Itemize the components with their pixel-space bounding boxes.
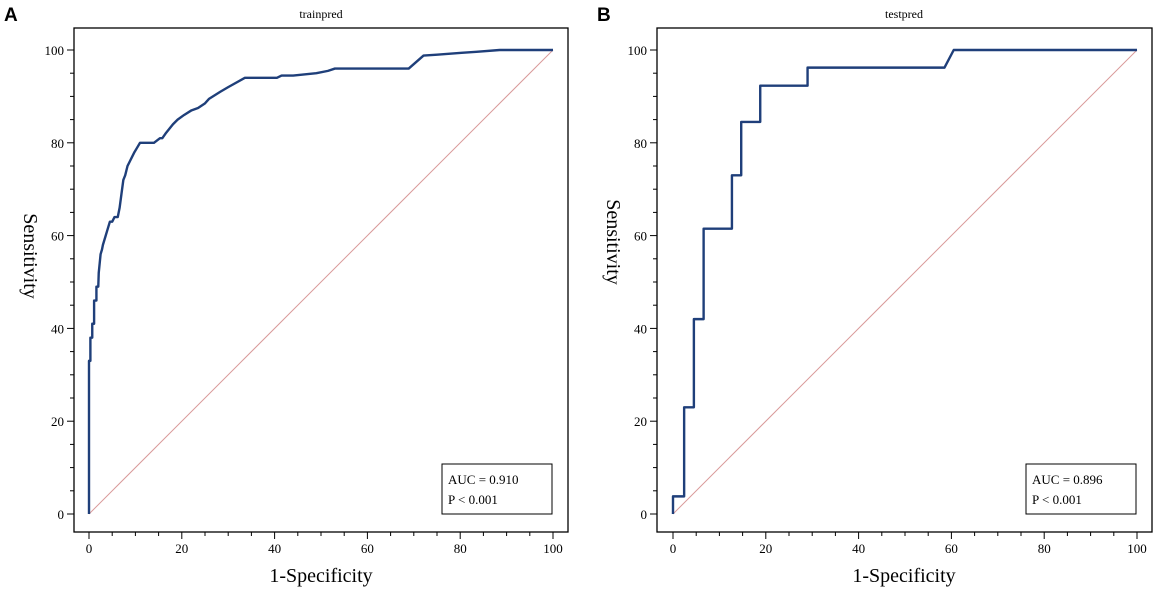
tick-labels: 0 20 40 60 80 100 0 20 40 60 80 100 [45,43,563,556]
y-axis-label: Sensitivity [19,213,41,299]
tick-labels: 0 20 40 60 80 100 0 20 40 60 80 100 [628,43,1147,556]
y-tick-label: 100 [45,43,65,58]
axis-ticks [650,49,1138,539]
y-tick-label: 40 [634,321,647,336]
x-tick-label: 100 [543,541,563,556]
roc-panel-a: A trainpred 0 20 40 60 80 100 0 20 40 60 80 100 1-S… [4,5,569,587]
chart-title: testpred [885,7,923,21]
x-tick-label: 0 [86,541,93,556]
x-tick-label: 0 [670,541,677,556]
p-value-label: P < 0.001 [1032,492,1082,507]
x-tick-label: 60 [361,541,374,556]
roc-curve-line [87,48,553,514]
x-axis-label: 1-Specificity [269,565,372,587]
chart-title: trainpred [299,7,342,21]
y-tick-label: 80 [51,136,64,151]
panel-letter: A [4,5,18,26]
plot-frame [73,27,569,533]
roc-panel-b: B testpred 0 20 40 60 80 100 0 20 40 60 80 100 1-Sp… [597,5,1153,587]
y-tick-label: 100 [628,43,648,58]
x-tick-label: 20 [175,541,188,556]
reference-diagonal-line [672,49,1138,515]
legend-box [1025,463,1137,515]
axis-ticks [67,49,554,539]
y-tick-label: 20 [634,414,647,429]
y-tick-label: 40 [51,321,64,336]
y-tick-label: 0 [641,507,648,522]
x-tick-label: 80 [1038,541,1051,556]
y-tick-label: 60 [634,229,647,244]
auc-label: AUC = 0.910 [448,472,519,487]
p-value-label: P < 0.001 [448,492,498,507]
x-tick-label: 40 [852,541,865,556]
x-tick-label: 100 [1127,541,1147,556]
panel-letter: B [597,5,611,26]
y-tick-label: 0 [58,507,65,522]
x-tick-label: 40 [268,541,281,556]
x-tick-label: 80 [454,541,467,556]
reference-diagonal-line [88,49,554,515]
auc-label: AUC = 0.896 [1032,472,1103,487]
x-axis-label: 1-Specificity [852,565,955,587]
y-tick-label: 80 [634,136,647,151]
x-tick-label: 20 [759,541,772,556]
series-layer [671,48,1138,515]
y-tick-label: 20 [51,414,64,429]
y-tick-label: 60 [51,229,64,244]
roc-curve-line [671,48,1137,514]
series-layer [87,48,554,515]
x-tick-label: 60 [945,541,958,556]
legend-box [441,463,553,515]
y-axis-label: Sensitivity [602,199,624,285]
